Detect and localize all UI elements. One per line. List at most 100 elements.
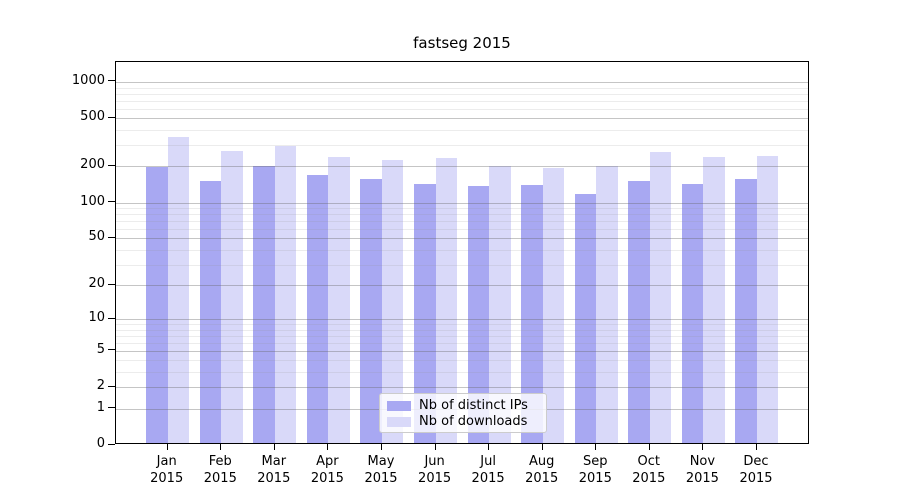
gridline-major-50	[116, 238, 808, 240]
bar-downloads-apr	[328, 157, 350, 443]
gridline-major-2	[116, 387, 808, 389]
y-tick-mark-10	[108, 317, 115, 319]
y-tick-label-1000: 1000	[71, 72, 105, 88]
x-tick-mark-dec	[756, 444, 757, 450]
y-tick-label-5: 5	[96, 341, 105, 357]
chart-title: fastseg 2015	[413, 34, 511, 52]
bar-downloads-may	[381, 159, 404, 443]
bar-distinct-ips-nov	[681, 184, 704, 443]
y-tick-label-1: 1	[96, 399, 105, 415]
gridline-major-100	[116, 202, 808, 204]
gridline-major-200	[116, 166, 808, 168]
x-tick-label-jul: Jul 2015	[471, 454, 505, 486]
x-tick-mark-feb	[220, 444, 222, 450]
x-tick-mark-mar	[273, 444, 275, 450]
x-tick-mark-jun	[434, 444, 436, 450]
bar-downloads-dec	[756, 155, 779, 443]
bar-downloads-sep	[596, 165, 618, 443]
gridline-minor-3	[116, 372, 808, 374]
bar-downloads-jun	[435, 158, 458, 443]
x-tick-label-jun: Jun 2015	[418, 454, 452, 486]
x-tick-label-sep: Sep 2015	[578, 454, 612, 486]
y-tick-mark-1	[108, 407, 115, 409]
x-tick-mark-jan	[166, 444, 168, 450]
legend-entry-distinct-ips: Nb of distinct IPs	[387, 398, 538, 414]
x-tick-label-dec: Dec 2015	[739, 454, 773, 486]
gridline-minor-4	[116, 360, 808, 362]
legend: Nb of distinct IPs Nb of downloads	[379, 393, 547, 433]
gridline-minor-9	[116, 324, 808, 325]
gridline-minor-90	[116, 208, 808, 209]
gridline-minor-70	[116, 221, 808, 222]
bar-distinct-ips-apr	[306, 175, 329, 443]
x-tick-mark-oct	[648, 444, 650, 450]
gridline-major-20	[116, 285, 808, 286]
gridline-minor-80	[116, 214, 808, 216]
y-tick-label-0: 0	[96, 436, 105, 451]
bar-distinct-ips-dec	[735, 179, 757, 443]
legend-swatch-distinct-ips	[387, 401, 411, 411]
y-tick-mark-2	[108, 385, 115, 387]
x-tick-label-oct: Oct 2015	[632, 454, 666, 486]
y-tick-mark-100	[108, 201, 115, 202]
gridline-major-10	[116, 319, 808, 320]
bar-downloads-feb	[221, 150, 243, 443]
y-tick-label-100: 100	[80, 193, 105, 209]
gridline-minor-8	[116, 329, 808, 331]
bar-downloads-aug	[542, 167, 565, 443]
x-tick-mark-nov	[702, 444, 704, 450]
gridline-minor-6	[116, 342, 808, 344]
x-tick-label-mar: Mar 2015	[257, 454, 291, 486]
x-tick-label-jan: Jan 2015	[150, 454, 184, 486]
bar-distinct-ips-jul	[467, 186, 490, 443]
gridline-minor-900	[116, 87, 808, 89]
x-tick-mark-aug	[541, 444, 543, 450]
y-tick-label-500: 500	[80, 109, 105, 125]
bar-distinct-ips-jun	[414, 183, 436, 443]
x-tick-mark-sep	[595, 444, 597, 450]
x-tick-label-feb: Feb 2015	[203, 454, 237, 486]
gridline-minor-30	[116, 264, 808, 266]
legend-label-distinct-ips: Nb of distinct IPs	[419, 398, 528, 413]
bar-distinct-ips-oct	[628, 181, 650, 443]
bar-distinct-ips-aug	[521, 185, 543, 443]
x-tick-label-apr: Apr 2015	[310, 454, 344, 486]
y-tick-mark-0	[108, 443, 115, 445]
y-tick-mark-5	[108, 349, 115, 351]
y-tick-mark-20	[108, 283, 115, 285]
gridline-major-5	[116, 350, 808, 352]
y-tick-label-20: 20	[88, 276, 105, 291]
y-tick-label-200: 200	[80, 157, 105, 173]
plot-area	[115, 61, 809, 444]
y-tick-mark-1000	[108, 80, 115, 82]
bar-downloads-mar	[274, 145, 297, 443]
y-tick-label-2: 2	[96, 378, 105, 394]
bar-downloads-jan	[167, 136, 190, 443]
legend-entry-downloads: Nb of downloads	[387, 414, 538, 430]
y-tick-label-50: 50	[88, 229, 105, 245]
gridline-minor-7	[116, 335, 808, 337]
x-tick-label-may: May 2015	[364, 454, 398, 486]
y-tick-label-10: 10	[88, 310, 105, 325]
x-tick-label-nov: Nov 2015	[685, 454, 719, 486]
bar-distinct-ips-feb	[199, 181, 222, 443]
y-tick-mark-500	[108, 116, 115, 118]
gridline-minor-700	[116, 100, 808, 102]
legend-swatch-downloads	[387, 417, 411, 427]
bar-downloads-jul	[489, 166, 511, 443]
bar-downloads-nov	[703, 157, 725, 443]
bar-distinct-ips-sep	[574, 194, 597, 443]
gridline-minor-60	[116, 229, 808, 230]
gridline-major-1000	[116, 81, 808, 83]
y-tick-mark-50	[108, 236, 115, 238]
gridline-major-500	[116, 118, 808, 120]
x-tick-mark-may	[381, 444, 382, 450]
gridline-minor-400	[116, 130, 808, 131]
bar-distinct-ips-may	[360, 178, 382, 443]
x-tick-mark-jul	[488, 444, 490, 450]
bar-distinct-ips-mar	[253, 166, 275, 443]
x-tick-mark-apr	[327, 444, 329, 450]
bar-downloads-oct	[649, 152, 672, 443]
legend-label-downloads: Nb of downloads	[419, 414, 528, 429]
